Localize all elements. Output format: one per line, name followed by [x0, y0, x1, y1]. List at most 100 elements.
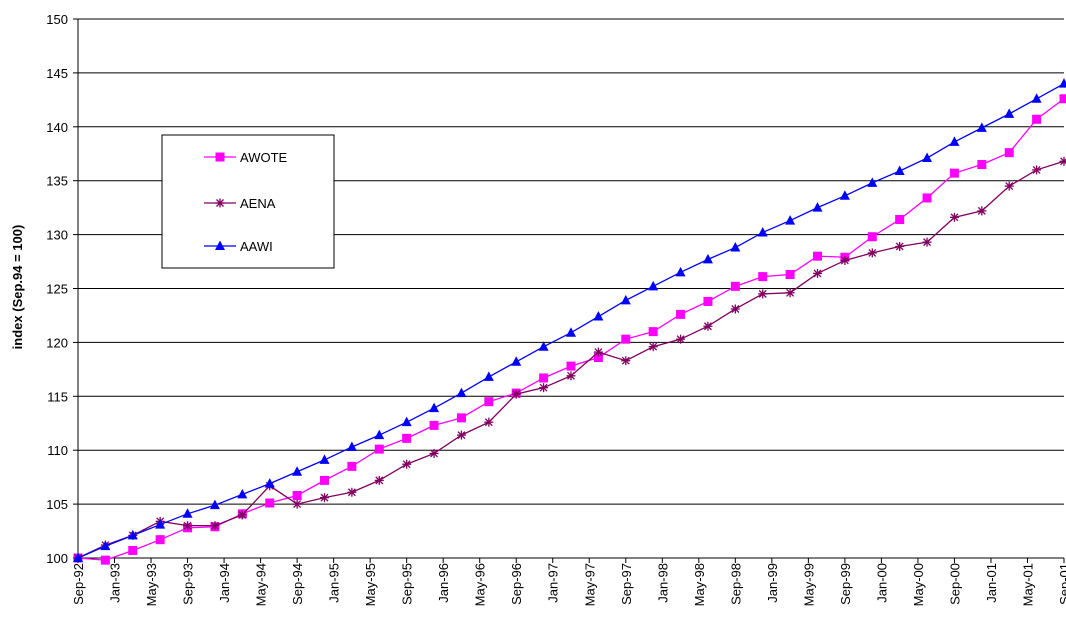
data-point: [429, 402, 440, 413]
data-point: [1004, 148, 1014, 158]
data-point: [757, 226, 768, 237]
data-point: [401, 416, 412, 427]
y-tick-label: 150: [46, 12, 68, 27]
data-point: [456, 430, 466, 440]
data-point: [1031, 93, 1042, 103]
data-point: [1004, 108, 1015, 118]
legend-box: [161, 134, 335, 269]
x-tick-label: May-96: [473, 563, 488, 606]
data-point: [402, 433, 412, 443]
legend-item-aawi: AAWI: [204, 239, 273, 254]
data-point: [374, 444, 384, 454]
data-point: [566, 361, 576, 371]
data-point: [648, 342, 658, 352]
data-point: [785, 288, 795, 298]
data-point: [648, 327, 658, 337]
data-point: [539, 383, 549, 393]
data-point: [703, 321, 713, 331]
data-point: [1059, 94, 1066, 104]
data-point: [128, 545, 138, 555]
data-point: [100, 555, 110, 565]
data-point: [730, 242, 741, 252]
x-tick-label: Sep-95: [400, 563, 415, 605]
series-group: [73, 78, 1066, 565]
data-point: [758, 289, 768, 299]
data-point: [456, 387, 467, 398]
x-tick-label: Sep-98: [728, 563, 743, 605]
data-point: [620, 294, 631, 305]
data-point: [539, 373, 549, 383]
legend-marker: [215, 240, 225, 250]
gridlines: [73, 18, 1064, 559]
data-point: [402, 459, 412, 469]
data-point: [812, 202, 823, 212]
data-point: [183, 521, 193, 531]
data-point: [813, 268, 822, 278]
series-aawi: [73, 78, 1066, 562]
x-tick-label: Jan-98: [655, 563, 670, 603]
data-point: [1059, 78, 1066, 88]
x-tick-label: Jan-99: [765, 563, 780, 603]
data-point: [374, 475, 384, 485]
data-point: [292, 490, 302, 500]
data-point: [374, 429, 385, 440]
y-tick-label: 130: [46, 228, 68, 243]
data-point: [813, 251, 822, 261]
x-tick-label: May-93: [144, 563, 159, 606]
data-point: [429, 448, 439, 458]
data-point: [730, 281, 740, 291]
y-tick-label: 115: [47, 389, 68, 404]
y-tick-label: 140: [46, 120, 68, 135]
data-point: [484, 417, 494, 427]
data-point: [676, 309, 686, 319]
data-point: [1032, 165, 1042, 175]
x-tick-label: May-00: [911, 563, 926, 606]
data-point: [839, 190, 850, 200]
data-point: [511, 356, 522, 366]
data-point: [1004, 181, 1014, 191]
data-point: [730, 304, 740, 314]
data-point: [100, 540, 111, 551]
x-tick-label: May-95: [363, 563, 378, 606]
data-point: [593, 311, 604, 321]
data-point: [675, 266, 686, 277]
data-point: [593, 347, 603, 357]
data-point: [73, 552, 83, 562]
data-point: [840, 255, 850, 265]
data-point: [977, 160, 987, 170]
data-point: [648, 280, 659, 291]
data-point: [785, 215, 796, 225]
data-point: [949, 136, 960, 146]
y-tick-labels: 100 105 110 115 120 125 130 135 140 145 150: [46, 12, 68, 566]
axes: [77, 19, 1065, 563]
data-point: [566, 371, 576, 381]
x-tick-label: Jan-97: [546, 563, 561, 603]
y-tick-label: 100: [46, 551, 68, 566]
x-tick-label: Sep-99: [838, 563, 853, 605]
x-tick-label: Sep-94: [290, 563, 305, 605]
data-point: [127, 529, 138, 540]
y-tick-label: 120: [46, 335, 68, 350]
x-tick-label: Jan-00: [874, 563, 889, 603]
data-point: [867, 248, 877, 258]
data-point: [292, 466, 303, 476]
data-point: [237, 488, 248, 499]
legend-label: AWOTE: [240, 150, 288, 165]
data-point: [895, 215, 905, 225]
data-point: [922, 237, 932, 247]
x-tick-label: Sep-01: [1057, 563, 1066, 605]
legend-marker: [215, 152, 225, 162]
data-point: [484, 397, 494, 407]
data-point: [702, 253, 713, 264]
data-point: [429, 420, 439, 430]
data-point: [483, 371, 494, 381]
x-tick-label: May-01: [1020, 563, 1035, 606]
data-point: [292, 499, 302, 509]
data-point: [758, 272, 768, 282]
legend-label: AAWI: [240, 239, 273, 254]
legend: AWOTE AENA AAWI: [161, 134, 335, 269]
data-point: [894, 165, 905, 175]
data-point: [320, 475, 329, 485]
x-tick-label: Sep-93: [181, 563, 196, 605]
data-point: [976, 122, 987, 132]
